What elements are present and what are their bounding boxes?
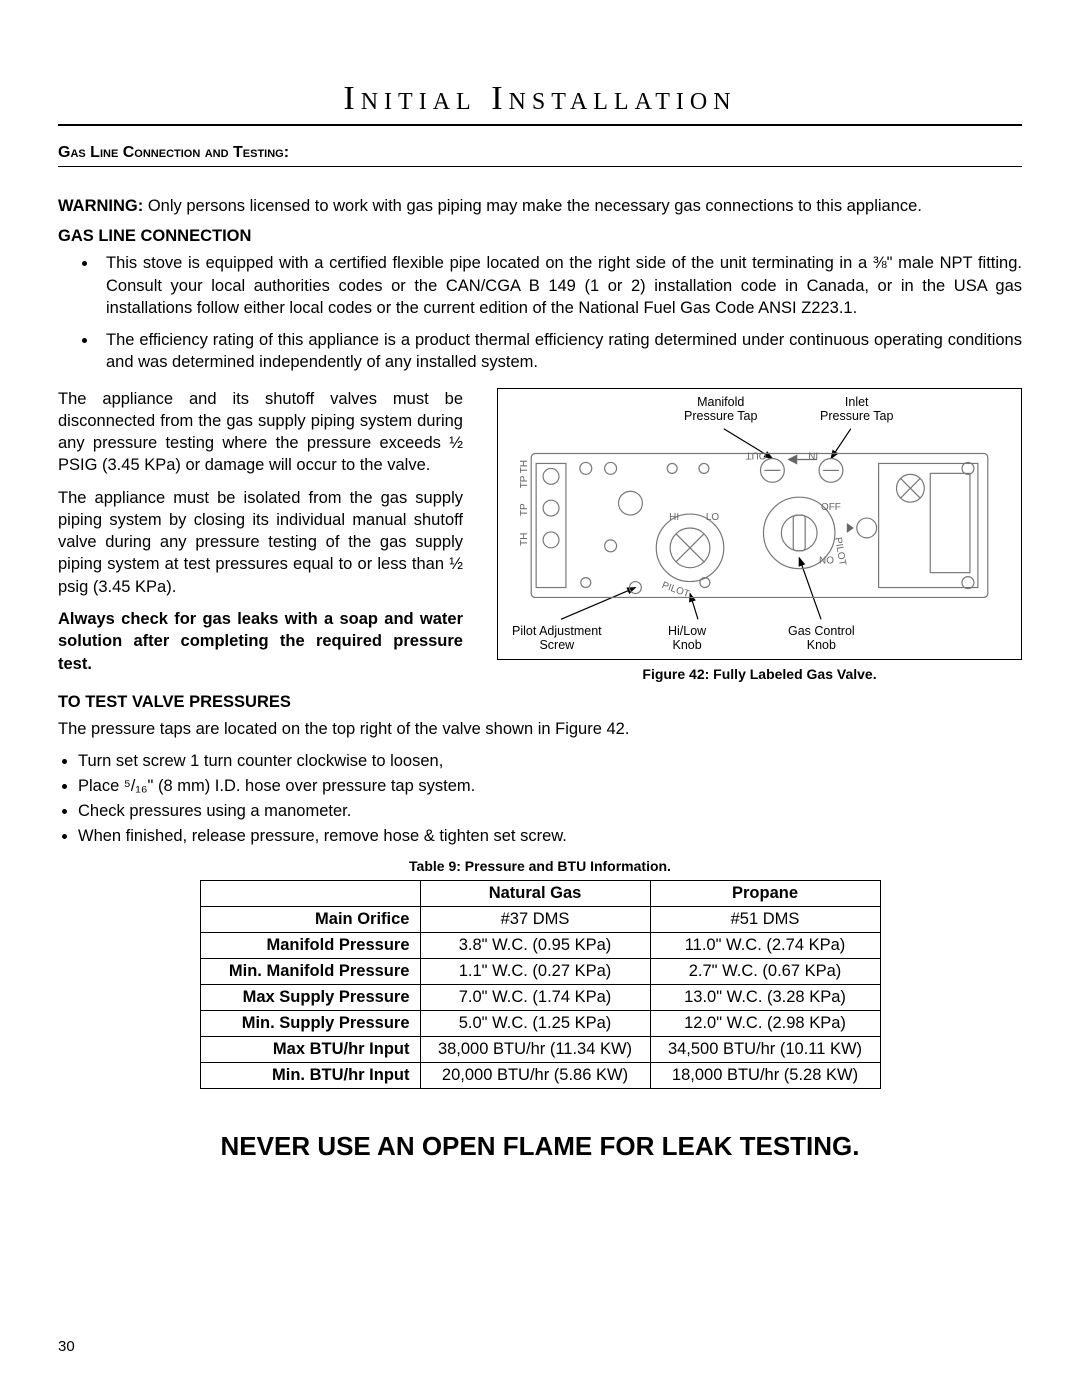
- row-label: Min. BTU/hr Input: [200, 1063, 420, 1089]
- steps-list: Turn set screw 1 turn counter clockwise …: [58, 750, 1022, 848]
- label-hilow: Hi/LowKnob: [668, 624, 706, 653]
- cell: 2.7" W.C. (0.67 KPa): [650, 959, 880, 985]
- cell: 5.0" W.C. (1.25 KPa): [420, 1011, 650, 1037]
- cell: 3.8" W.C. (0.95 KPa): [420, 933, 650, 959]
- row-label: Max BTU/hr Input: [200, 1037, 420, 1063]
- warning-text: Only persons licensed to work with gas p…: [143, 197, 922, 215]
- label-pilot-adj: Pilot AdjustmentScrew: [512, 624, 602, 653]
- table-row: Min. Manifold Pressure1.1" W.C. (0.27 KP…: [200, 959, 880, 985]
- row-label: Min. Manifold Pressure: [200, 959, 420, 985]
- bullet-list-1: This stove is equipped with a certified …: [58, 252, 1022, 373]
- table-header: [200, 881, 420, 907]
- table-caption: Table 9: Pressure and BTU Information.: [58, 858, 1022, 874]
- row-label: Max Supply Pressure: [200, 985, 420, 1011]
- row-label: Min. Supply Pressure: [200, 1011, 420, 1037]
- cell: 38,000 BTU/hr (11.34 KW): [420, 1037, 650, 1063]
- two-column-row: The appliance and its shutoff valves mus…: [58, 388, 1022, 685]
- row-label: Main Orifice: [200, 907, 420, 933]
- cell: 20,000 BTU/hr (5.86 KW): [420, 1063, 650, 1089]
- cell: 1.1" W.C. (0.27 KPa): [420, 959, 650, 985]
- never-open-flame-warning: NEVER USE AN OPEN FLAME FOR LEAK TESTING…: [58, 1131, 1022, 1162]
- list-item: Turn set screw 1 turn counter clockwise …: [78, 750, 1022, 773]
- page: Initial Installation Gas Line Connection…: [0, 0, 1080, 1397]
- row-label: Manifold Pressure: [200, 933, 420, 959]
- subhead-test-valve: TO TEST VALVE PRESSURES: [58, 693, 1022, 712]
- cell: 34,500 BTU/hr (10.11 KW): [650, 1037, 880, 1063]
- cell: 13.0" W.C. (3.28 KPa): [650, 985, 880, 1011]
- txt-tp-th: TP TH: [519, 460, 530, 488]
- leak-check-bold: Always check for gas leaks with a soap a…: [58, 608, 463, 675]
- cell: 7.0" W.C. (1.74 KPa): [420, 985, 650, 1011]
- section-heading: Gas Line Connection and Testing:: [58, 144, 1022, 167]
- txt-pilot-knob: PILOT: [832, 536, 848, 566]
- body-paragraph: The appliance and its shutoff valves mus…: [58, 388, 463, 477]
- subhead-gas-line: GAS LINE CONNECTION: [58, 227, 1022, 246]
- cell: 18,000 BTU/hr (5.28 KW): [650, 1063, 880, 1089]
- valve-svg: TP TH TP TH: [498, 389, 1021, 659]
- table-row: Min. BTU/hr Input20,000 BTU/hr (5.86 KW)…: [200, 1063, 880, 1089]
- page-number: 30: [58, 1338, 75, 1355]
- txt-off: OFF: [821, 502, 841, 513]
- cell: 11.0" W.C. (2.74 KPa): [650, 933, 880, 959]
- table-row: Max BTU/hr Input38,000 BTU/hr (11.34 KW)…: [200, 1037, 880, 1063]
- table-row: Main Orifice#37 DMS#51 DMS: [200, 907, 880, 933]
- taps-paragraph: The pressure taps are located on the top…: [58, 718, 1022, 740]
- txt-lo: LO: [706, 512, 720, 523]
- warning-label: WARNING:: [58, 197, 143, 215]
- gas-valve-figure: ManifoldPressure Tap InletPressure Tap P…: [497, 388, 1022, 660]
- txt-no: NO: [819, 555, 834, 566]
- list-item: The efficiency rating of this appliance …: [98, 329, 1022, 374]
- txt-th: TH: [519, 532, 530, 545]
- table-header: Natural Gas: [420, 881, 650, 907]
- pressure-table: Natural Gas Propane Main Orifice#37 DMS#…: [200, 880, 881, 1089]
- list-item: This stove is equipped with a certified …: [98, 252, 1022, 319]
- body-paragraph: The appliance must be isolated from the …: [58, 487, 463, 598]
- warning-paragraph: WARNING: Only persons licensed to work w…: [58, 195, 1022, 217]
- left-column: The appliance and its shutoff valves mus…: [58, 388, 463, 685]
- list-item: When finished, release pressure, remove …: [78, 825, 1022, 848]
- figure-caption: Figure 42: Fully Labeled Gas Valve.: [497, 666, 1022, 682]
- label-manifold: ManifoldPressure Tap: [684, 395, 757, 424]
- table-row: Min. Supply Pressure5.0" W.C. (1.25 KPa)…: [200, 1011, 880, 1037]
- list-item: Place ⁵/₁₆" (8 mm) I.D. hose over pressu…: [78, 775, 1022, 798]
- list-item: Check pressures using a manometer.: [78, 800, 1022, 823]
- page-title: Initial Installation: [58, 80, 1022, 126]
- txt-in: IN: [808, 449, 818, 460]
- table-row: Manifold Pressure3.8" W.C. (0.95 KPa)11.…: [200, 933, 880, 959]
- cell: #51 DMS: [650, 907, 880, 933]
- txt-hi: HI: [669, 512, 679, 523]
- txt-out: OUT: [746, 449, 767, 460]
- table-row: Max Supply Pressure7.0" W.C. (1.74 KPa)1…: [200, 985, 880, 1011]
- table-header-row: Natural Gas Propane: [200, 881, 880, 907]
- txt-tp: TP: [519, 503, 530, 516]
- right-column: ManifoldPressure Tap InletPressure Tap P…: [497, 388, 1022, 682]
- cell: #37 DMS: [420, 907, 650, 933]
- label-gas-control: Gas ControlKnob: [788, 624, 855, 653]
- label-inlet: InletPressure Tap: [820, 395, 893, 424]
- table-header: Propane: [650, 881, 880, 907]
- cell: 12.0" W.C. (2.98 KPa): [650, 1011, 880, 1037]
